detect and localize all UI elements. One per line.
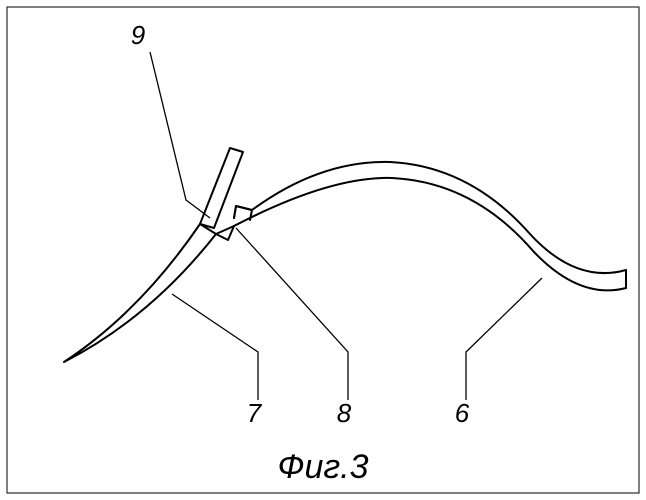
frame-border <box>7 7 639 493</box>
leader-6 <box>466 278 542 400</box>
joint-wedge-8 <box>216 226 234 240</box>
wave-part-6-bottom <box>234 178 626 290</box>
technical-figure: 9 7 8 6 Фиг.3 <box>0 0 646 500</box>
leader-8 <box>236 228 348 400</box>
drawing-body <box>64 148 626 362</box>
callout-label-8: 8 <box>337 398 352 428</box>
callout-label-9: 9 <box>131 20 145 50</box>
callout-label-7: 7 <box>247 398 263 428</box>
blade-part-7 <box>64 224 216 362</box>
callout-label-6: 6 <box>455 398 470 428</box>
figure-caption: Фиг.3 <box>277 448 368 486</box>
leader-9 <box>150 52 210 218</box>
wave-part-6-top <box>234 162 626 273</box>
callout-labels: 9 7 8 6 <box>131 20 470 428</box>
leader-7 <box>172 294 258 400</box>
